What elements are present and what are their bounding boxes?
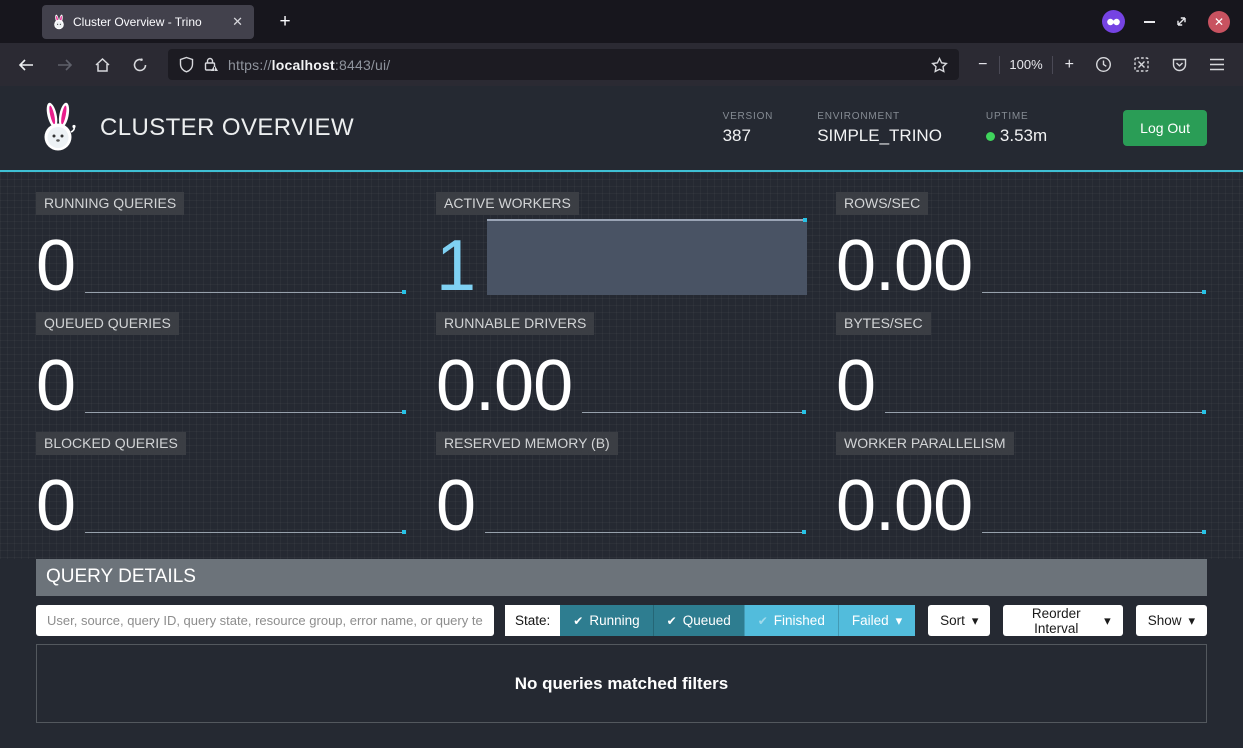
screenshot-icon[interactable] xyxy=(1125,49,1157,81)
sort-dropdown[interactable]: Sort xyxy=(928,605,991,636)
metric-value: 0 xyxy=(36,345,76,426)
state-filter-finished[interactable]: Finished xyxy=(743,605,838,636)
state-filter-running[interactable]: Running xyxy=(560,605,653,636)
metric-value: 0 xyxy=(36,225,76,306)
query-details-header: QUERY DETAILS xyxy=(36,559,1207,596)
metric-value: 0 xyxy=(436,465,476,546)
metric-value: 0.00 xyxy=(436,345,573,426)
browser-toolbar: https://localhost:8443/ui/ − 100% + xyxy=(0,43,1243,86)
sparkline-dot xyxy=(802,410,806,414)
zoom-in-button[interactable]: + xyxy=(1064,55,1074,73)
sparkline-dot xyxy=(402,410,406,414)
window-minimize-button[interactable] xyxy=(1144,20,1155,23)
tracking-shield-icon[interactable] xyxy=(179,56,194,73)
url-bar[interactable]: https://localhost:8443/ui/ xyxy=(168,49,960,80)
uptime-stat: UPTIME 3.53m xyxy=(985,110,1048,145)
metric-card-queued-queries: QUEUED QUERIES 0 xyxy=(36,312,407,426)
page-title: CLUSTER OVERVIEW xyxy=(100,114,355,141)
query-search-input[interactable] xyxy=(36,605,494,636)
check-icon xyxy=(573,613,589,628)
reorder-interval-dropdown[interactable]: Reorder Interval xyxy=(1003,605,1123,636)
window-restore-button[interactable] xyxy=(1174,14,1189,29)
sparkline-filled xyxy=(487,218,807,295)
empty-message: No queries matched filters xyxy=(514,673,729,693)
metric-card-blocked-queries: BLOCKED QUERIES 0 xyxy=(36,432,407,546)
metric-card-worker-parallelism: WORKER PARALLELISM 0.00 xyxy=(836,432,1207,546)
url-host: localhost xyxy=(271,56,335,73)
metric-value: 0.00 xyxy=(836,465,973,546)
bookmark-star-icon[interactable] xyxy=(931,56,948,73)
metric-value: 0 xyxy=(36,465,76,546)
connection-lock-icon[interactable] xyxy=(203,56,219,73)
sparkline-dot xyxy=(402,290,406,294)
sparkline-dot xyxy=(402,530,406,534)
metric-card-runnable-drivers: RUNNABLE DRIVERS 0.00 xyxy=(436,312,807,426)
metrics-band: RUNNING QUERIES 0 ACTIVE WORKERS 1 ROWS/… xyxy=(0,172,1243,559)
app-header: CLUSTER OVERVIEW VERSION 387 ENVIRONMENT… xyxy=(0,86,1243,172)
reload-button[interactable] xyxy=(124,49,156,81)
sparkline xyxy=(982,530,1206,534)
metric-card-reserved-memory: RESERVED MEMORY (B) 0 xyxy=(436,432,807,546)
new-tab-button[interactable]: + xyxy=(279,10,291,32)
state-filter-failed-dropdown[interactable]: Failed xyxy=(837,605,916,636)
forward-button[interactable] xyxy=(48,49,80,81)
zoom-level[interactable]: 100% xyxy=(1009,57,1043,72)
tab-strip: Cluster Overview - Trino ✕ + ✕ xyxy=(0,0,1243,43)
metric-card-rows-per-sec: ROWS/SEC 0.00 xyxy=(836,192,1207,306)
metric-card-running-queries: RUNNING QUERIES 0 xyxy=(36,192,407,306)
version-stat: VERSION 387 xyxy=(722,110,774,145)
back-button[interactable] xyxy=(10,49,42,81)
check-icon xyxy=(758,613,774,628)
trino-cluster-overview-page: CLUSTER OVERVIEW VERSION 387 ENVIRONMENT… xyxy=(0,86,1243,748)
sparkline xyxy=(982,290,1206,294)
state-filter-queued[interactable]: Queued xyxy=(652,605,744,636)
uptime-status-dot xyxy=(985,131,995,141)
sparkline-dot xyxy=(1202,290,1206,294)
sparkline xyxy=(485,530,806,534)
state-filter-group: State: Running Queued Finished Failed xyxy=(504,605,916,636)
empty-query-list: No queries matched filters xyxy=(36,644,1207,723)
metric-card-bytes-per-sec: BYTES/SEC 0 xyxy=(836,312,1207,426)
sparkline xyxy=(582,410,806,414)
active-workers-link[interactable]: 1 xyxy=(436,225,476,306)
sparkline-dot xyxy=(802,530,806,534)
url-text: https://localhost:8443/ui/ xyxy=(228,56,391,73)
sparkline-dot xyxy=(1202,530,1206,534)
trino-favicon-icon xyxy=(51,14,67,30)
menu-hamburger-icon[interactable] xyxy=(1201,49,1233,81)
metric-card-active-workers: ACTIVE WORKERS 1 xyxy=(436,192,807,306)
check-icon xyxy=(667,613,683,628)
environment-stat: ENVIRONMENT SIMPLE_TRINO xyxy=(817,110,942,145)
tab-close-icon[interactable]: ✕ xyxy=(232,13,243,29)
sparkline xyxy=(85,410,406,414)
window-close-button[interactable]: ✕ xyxy=(1208,10,1230,33)
tab-title: Cluster Overview - Trino xyxy=(73,14,202,29)
zoom-out-button[interactable]: − xyxy=(978,55,988,73)
pocket-icon[interactable] xyxy=(1163,49,1195,81)
metric-value: 0 xyxy=(836,345,876,426)
private-browsing-icon xyxy=(1102,10,1125,33)
query-filter-toolbar: State: Running Queued Finished Failed So… xyxy=(36,605,1207,636)
home-button[interactable] xyxy=(86,49,118,81)
sparkline xyxy=(885,410,1206,414)
show-dropdown[interactable]: Show xyxy=(1135,605,1207,636)
history-clock-icon[interactable] xyxy=(1087,49,1119,81)
sparkline-dot xyxy=(803,218,807,222)
metric-value: 0.00 xyxy=(836,225,973,306)
sparkline xyxy=(85,290,406,294)
trino-logo-icon xyxy=(36,102,82,154)
sparkline xyxy=(85,530,406,534)
sparkline-dot xyxy=(1202,410,1206,414)
browser-tab[interactable]: Cluster Overview - Trino ✕ xyxy=(42,4,254,39)
state-label: State: xyxy=(504,605,561,636)
logout-button[interactable]: Log Out xyxy=(1123,110,1207,146)
